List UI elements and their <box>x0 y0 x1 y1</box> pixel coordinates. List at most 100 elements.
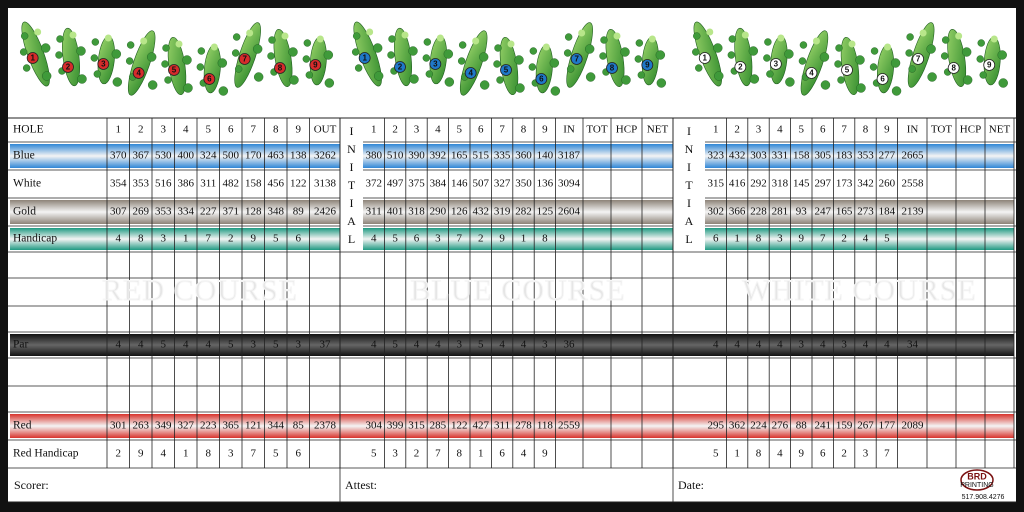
score-value: 9 <box>799 448 805 460</box>
tree <box>940 52 949 60</box>
initial-label: INITIAL <box>347 124 356 246</box>
score-value: 510 <box>387 150 404 162</box>
score-value: 159 <box>836 420 853 432</box>
score-value: 5 <box>228 339 234 351</box>
score-value: 37 <box>320 339 332 351</box>
green <box>69 31 77 39</box>
score-value: 327 <box>178 420 195 432</box>
score-value: 2 <box>228 233 234 245</box>
score-value: 146 <box>451 178 468 190</box>
score-value: 8 <box>756 233 762 245</box>
tree <box>656 78 667 88</box>
score-value: 136 <box>537 178 554 190</box>
score-value: 2 <box>116 448 122 460</box>
score-value: 380 <box>365 150 382 162</box>
tree <box>196 63 205 71</box>
tree <box>41 71 52 81</box>
hole-number: 5 <box>799 124 805 136</box>
score-value: 285 <box>430 420 447 432</box>
hole-badge <box>734 61 747 73</box>
tree <box>496 76 504 84</box>
hole-badge <box>203 73 216 85</box>
score-value: 302 <box>707 206 724 218</box>
logo-sub: PRINTING <box>960 482 993 489</box>
score-value: 1 <box>183 448 189 460</box>
tree <box>634 55 643 63</box>
hole-badge-number: 2 <box>738 63 743 72</box>
score-value: 297 <box>814 178 831 190</box>
score-value: 2 <box>478 233 484 245</box>
score-value: 282 <box>515 206 532 218</box>
score-value: 4 <box>820 339 826 351</box>
total-header: IN <box>563 124 575 136</box>
tree <box>22 64 31 72</box>
row-label: HOLE <box>13 124 44 136</box>
row-band <box>705 144 1014 168</box>
tree <box>998 78 1008 88</box>
score-value: 1 <box>734 448 740 460</box>
hole-number: 7 <box>499 124 505 136</box>
score-value: 2139 <box>902 206 925 218</box>
tree <box>267 52 275 60</box>
score-value: 165 <box>836 206 853 218</box>
score-value: 3 <box>777 233 783 245</box>
score-value: 3 <box>435 233 441 245</box>
extra-header: NET <box>647 124 669 136</box>
tree <box>354 64 363 72</box>
score-value: 370 <box>110 150 127 162</box>
score-value: 353 <box>857 150 874 162</box>
score-value: 372 <box>365 178 382 190</box>
logo-name: BRD <box>967 471 987 481</box>
hole-badge <box>429 58 442 70</box>
score-value: 482 <box>223 178 240 190</box>
row-band <box>705 200 1014 224</box>
hole-badge <box>841 64 853 76</box>
grid <box>8 117 1016 503</box>
score-value: 9 <box>542 448 548 460</box>
hole-number: 1 <box>116 124 122 136</box>
score-value: 301 <box>110 420 127 432</box>
score-value: 2 <box>841 233 847 245</box>
hole-illustrations: 1 2 3 4 5 6 7 8 9 1 2 3 4 5 6 7 8 9 1 2 3 4 5 6 7 8 9 <box>19 21 1008 96</box>
hole-number: 5 <box>206 124 212 136</box>
tree <box>305 71 314 79</box>
tree <box>76 46 86 56</box>
hole-badge <box>168 64 180 76</box>
score-value: 4 <box>713 339 719 351</box>
hole-badge-number: 8 <box>951 64 956 73</box>
row-band <box>10 334 1014 356</box>
tree <box>91 38 100 46</box>
hole-number: 6 <box>478 124 484 136</box>
green <box>884 43 892 51</box>
score-value: 1 <box>478 448 484 460</box>
tree <box>387 51 395 59</box>
course-watermark: BLUE COURSE <box>410 274 625 307</box>
score-value: 384 <box>430 178 447 190</box>
score-value: 3 <box>863 448 869 460</box>
score-value: 305 <box>814 150 831 162</box>
tree <box>494 44 502 52</box>
score-value: 1 <box>521 233 527 245</box>
tree <box>324 78 335 88</box>
hole-badge <box>464 67 477 79</box>
score-value: 507 <box>472 178 489 190</box>
tree <box>19 48 28 56</box>
score-value: 5 <box>273 233 279 245</box>
hole-number: 1 <box>371 124 377 136</box>
score-value: 6 <box>713 233 719 245</box>
score-value: 344 <box>268 420 285 432</box>
tree <box>714 71 724 81</box>
tree <box>695 64 703 72</box>
score-value: 93 <box>796 206 808 218</box>
course-watermark: WHITE COURSE <box>742 274 976 307</box>
hole-badge <box>947 62 960 74</box>
score-value: 7 <box>457 233 463 245</box>
tree <box>161 60 169 68</box>
score-value: 432 <box>729 150 746 162</box>
score-value: 267 <box>857 420 874 432</box>
score-value: 4 <box>371 233 377 245</box>
tree <box>40 43 51 53</box>
hole-badge-number: 7 <box>574 55 579 64</box>
tree <box>870 47 879 55</box>
